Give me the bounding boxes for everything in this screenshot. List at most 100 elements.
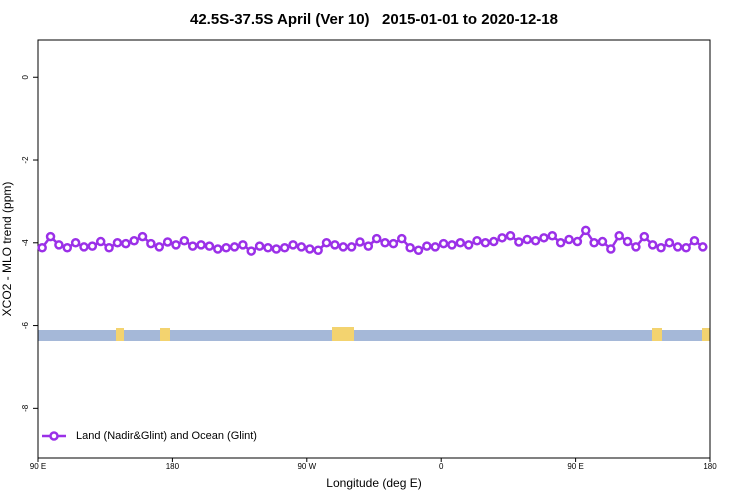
data-point xyxy=(672,242,683,252)
x-tick-label: 90 E xyxy=(30,462,46,471)
data-point xyxy=(572,236,583,247)
data-point xyxy=(489,236,499,247)
y-tick-label: 0 xyxy=(21,74,30,79)
y-tick-label: -6 xyxy=(21,321,30,329)
data-point xyxy=(698,242,708,252)
data-point xyxy=(555,238,566,248)
data-point xyxy=(614,231,624,241)
data-point xyxy=(330,240,340,250)
data-point xyxy=(355,237,365,247)
data-point xyxy=(463,240,474,250)
land-patch xyxy=(652,328,662,341)
data-point xyxy=(480,238,491,248)
data-point xyxy=(204,241,215,251)
land-patch xyxy=(332,327,354,341)
data-point xyxy=(631,242,641,252)
data-point xyxy=(254,241,265,251)
data-point xyxy=(187,241,198,251)
data-point xyxy=(171,240,181,250)
data-point xyxy=(547,231,558,241)
data-point xyxy=(380,238,390,248)
data-point xyxy=(196,240,206,250)
x-tick-label: 0 xyxy=(439,462,444,471)
data-point xyxy=(681,243,691,253)
x-tick-label: 90 E xyxy=(567,462,583,471)
data-point xyxy=(137,231,148,242)
y-tick-label: -8 xyxy=(21,404,30,412)
data-point xyxy=(121,238,131,249)
data-point xyxy=(279,243,290,253)
data-point xyxy=(388,238,399,249)
data-point xyxy=(413,245,424,255)
data-point xyxy=(530,235,541,246)
data-point xyxy=(70,238,81,248)
data-point xyxy=(213,244,223,254)
data-point xyxy=(455,238,466,248)
data-point xyxy=(45,231,56,242)
data-point xyxy=(622,236,633,247)
data-point xyxy=(430,242,440,252)
data-point xyxy=(37,243,47,253)
data-point xyxy=(305,244,315,254)
data-point xyxy=(87,241,98,251)
land-patch xyxy=(116,328,124,341)
data-point xyxy=(54,240,64,250)
y-tick-label: -4 xyxy=(21,239,30,247)
data-point xyxy=(422,241,432,251)
data-point xyxy=(581,225,591,236)
data-point xyxy=(338,242,348,252)
data-point xyxy=(179,235,190,246)
x-tick-label: 90 W xyxy=(297,462,316,471)
x-axis-label: Longitude (deg E) xyxy=(326,476,421,490)
data-point xyxy=(112,238,123,248)
data-point xyxy=(664,238,675,248)
data-point xyxy=(597,236,608,247)
data-point xyxy=(656,243,666,253)
data-point xyxy=(405,243,415,253)
data-point xyxy=(288,240,298,250)
x-tick-label: 180 xyxy=(703,462,717,471)
data-point xyxy=(647,240,658,250)
data-point xyxy=(95,236,106,247)
data-point xyxy=(104,243,114,253)
data-point xyxy=(363,241,374,251)
legend-marker xyxy=(49,431,59,441)
data-point xyxy=(346,242,357,252)
data-point xyxy=(229,242,240,252)
data-point xyxy=(238,240,248,250)
chart-title: 42.5S-37.5S April (Ver 10) 2015-01-01 to… xyxy=(190,11,558,28)
y-axis-label: XCO2 - MLO trend (ppm) xyxy=(0,182,14,317)
data-point xyxy=(313,245,323,255)
data-point xyxy=(321,238,332,248)
data-point xyxy=(514,237,524,247)
data-point xyxy=(371,233,382,244)
data-point xyxy=(129,235,139,246)
data-point xyxy=(162,237,173,247)
data-point xyxy=(447,240,457,250)
data-point xyxy=(589,238,599,248)
data-point xyxy=(689,235,700,246)
data-point xyxy=(146,238,156,249)
surface-strip xyxy=(38,327,710,341)
x-tick-label: 180 xyxy=(166,462,180,471)
data-point xyxy=(497,233,507,243)
data-point xyxy=(505,231,516,241)
data-point xyxy=(246,246,256,256)
land-patch xyxy=(160,328,170,341)
data-point xyxy=(606,244,616,254)
data-point xyxy=(62,243,73,253)
data-point xyxy=(438,238,449,249)
data-point xyxy=(296,242,307,252)
data-point xyxy=(271,244,282,254)
data-point xyxy=(522,234,532,245)
land-patch xyxy=(702,328,710,341)
data-point xyxy=(539,233,549,243)
data-point xyxy=(639,231,650,242)
ocean-strip xyxy=(38,330,710,341)
data-point xyxy=(263,243,273,253)
y-tick-label: -2 xyxy=(21,156,30,164)
data-point xyxy=(154,242,165,252)
data-point xyxy=(472,235,482,246)
